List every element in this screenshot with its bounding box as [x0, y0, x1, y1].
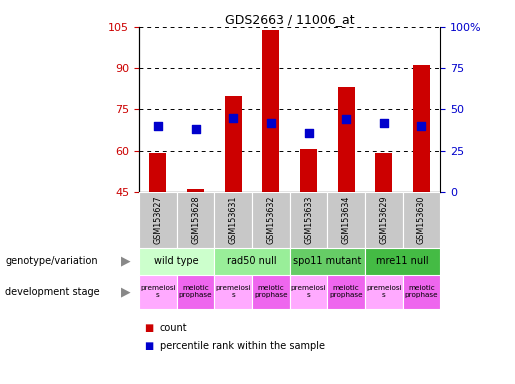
- Text: spo11 mutant: spo11 mutant: [293, 256, 362, 266]
- Bar: [289, 275, 328, 309]
- Text: GSM153632: GSM153632: [266, 195, 276, 244]
- Bar: [252, 192, 289, 248]
- Text: GSM153634: GSM153634: [341, 196, 351, 244]
- Text: GSM153630: GSM153630: [417, 196, 426, 244]
- Text: mre11 null: mre11 null: [376, 256, 429, 266]
- Text: premeiosi
s: premeiosi s: [215, 285, 251, 298]
- Point: [417, 123, 425, 129]
- Text: genotype/variation: genotype/variation: [5, 256, 98, 266]
- Text: premeiosi
s: premeiosi s: [366, 285, 402, 298]
- Bar: [252, 275, 289, 309]
- Bar: [214, 192, 252, 248]
- Bar: [328, 192, 365, 248]
- Text: rad50 null: rad50 null: [227, 256, 277, 266]
- Point: [342, 116, 350, 122]
- Bar: [365, 248, 440, 275]
- Bar: [328, 275, 365, 309]
- Text: wild type: wild type: [154, 256, 199, 266]
- Bar: [149, 154, 166, 192]
- Bar: [300, 149, 317, 192]
- Point: [154, 123, 162, 129]
- Text: ■: ■: [144, 323, 153, 333]
- Bar: [177, 275, 214, 309]
- Point: [380, 119, 388, 126]
- Bar: [262, 30, 279, 192]
- Bar: [139, 248, 214, 275]
- Bar: [413, 65, 430, 192]
- Bar: [225, 96, 242, 192]
- Text: ▶: ▶: [122, 255, 131, 268]
- Point: [192, 126, 200, 132]
- Text: GSM153627: GSM153627: [153, 195, 162, 244]
- Text: count: count: [160, 323, 187, 333]
- Text: GSM153629: GSM153629: [380, 195, 388, 244]
- Bar: [139, 192, 177, 248]
- Point: [267, 119, 275, 126]
- Title: GDS2663 / 11006_at: GDS2663 / 11006_at: [225, 13, 354, 26]
- Bar: [177, 192, 214, 248]
- Text: development stage: development stage: [5, 287, 100, 297]
- Bar: [139, 275, 177, 309]
- Bar: [375, 154, 392, 192]
- Text: GSM153633: GSM153633: [304, 196, 313, 244]
- Point: [304, 129, 313, 136]
- Text: GSM153631: GSM153631: [229, 196, 238, 244]
- Bar: [289, 248, 365, 275]
- Text: meiotic
prophase: meiotic prophase: [179, 285, 212, 298]
- Text: premeiosi
s: premeiosi s: [140, 285, 176, 298]
- Text: percentile rank within the sample: percentile rank within the sample: [160, 341, 324, 351]
- Text: GSM153628: GSM153628: [191, 195, 200, 244]
- Text: meiotic
prophase: meiotic prophase: [405, 285, 438, 298]
- Bar: [338, 88, 355, 192]
- Bar: [214, 248, 289, 275]
- Text: meiotic
prophase: meiotic prophase: [330, 285, 363, 298]
- Bar: [187, 189, 204, 192]
- Text: meiotic
prophase: meiotic prophase: [254, 285, 288, 298]
- Text: ■: ■: [144, 341, 153, 351]
- Point: [229, 115, 237, 121]
- Bar: [403, 192, 440, 248]
- Bar: [403, 275, 440, 309]
- Bar: [214, 275, 252, 309]
- Text: ▶: ▶: [122, 285, 131, 298]
- Bar: [365, 192, 403, 248]
- Text: premeiosi
s: premeiosi s: [290, 285, 327, 298]
- Bar: [365, 275, 403, 309]
- Bar: [289, 192, 328, 248]
